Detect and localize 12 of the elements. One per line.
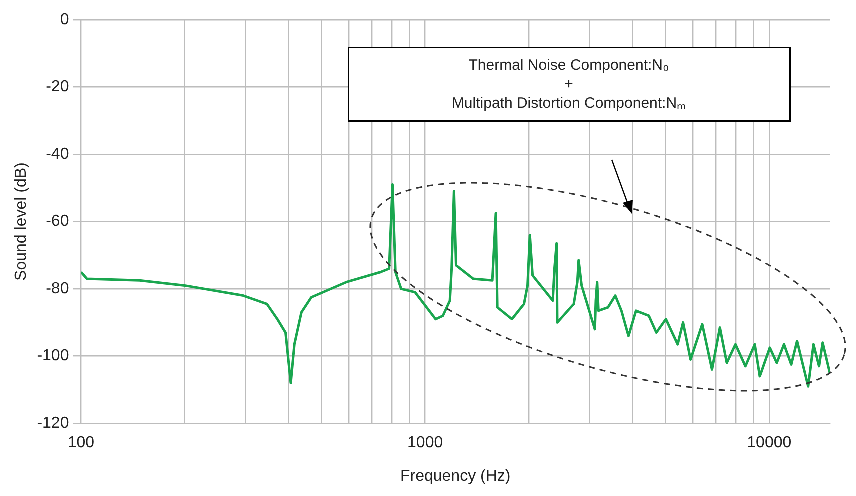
y-tick-label: 0 [60, 11, 70, 28]
y-tick-label: -20 [46, 78, 70, 96]
x-tick-label: 1000 [408, 434, 444, 452]
y-axis-title: Sound level (dB) [13, 162, 30, 281]
x-axis-title: Frequency (Hz) [400, 468, 511, 485]
y-tick-label: -120 [37, 415, 70, 432]
y-tick-label: -60 [46, 213, 70, 230]
y-tick-label: -100 [37, 348, 70, 365]
x-tick-label: 100 [68, 434, 95, 452]
y-tick-label: -80 [46, 280, 70, 298]
y-tick-label: -40 [46, 146, 70, 163]
x-tick-label: 10000 [747, 434, 792, 452]
